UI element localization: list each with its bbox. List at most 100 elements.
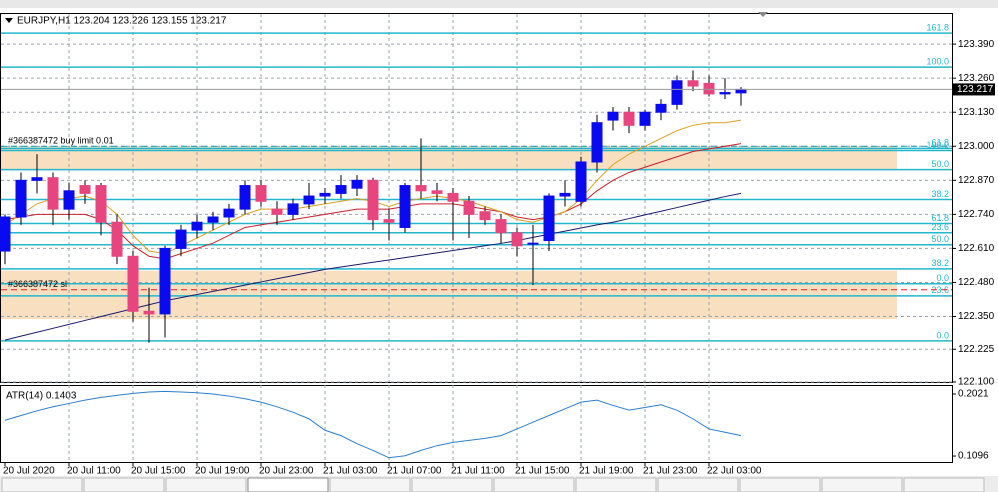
fib-label: 50.0 bbox=[931, 234, 949, 244]
y-tick-label: 122.225 bbox=[958, 344, 995, 355]
x-tick-label: 22 Jul 03:00 bbox=[707, 466, 762, 477]
tab[interactable] bbox=[903, 477, 985, 492]
current-price-label: 123.217 bbox=[957, 84, 994, 95]
tab[interactable] bbox=[821, 477, 903, 492]
candle-body bbox=[575, 161, 587, 202]
y-tick-label: 122.610 bbox=[958, 243, 995, 254]
candle-body bbox=[351, 179, 363, 189]
tab[interactable] bbox=[739, 477, 821, 492]
candle-body bbox=[31, 177, 43, 181]
tab[interactable] bbox=[657, 477, 739, 492]
x-tick-label: 20 Jul 11:00 bbox=[67, 466, 121, 477]
candle-body bbox=[367, 179, 379, 221]
candle-body bbox=[223, 208, 235, 218]
candle-body bbox=[15, 179, 27, 218]
tab[interactable] bbox=[1, 477, 83, 492]
fib-label: 161.8 bbox=[926, 22, 949, 32]
candle-body bbox=[127, 255, 139, 312]
y-tick-label: 122.740 bbox=[958, 209, 995, 220]
shift-marker bbox=[758, 12, 768, 17]
top-strip bbox=[0, 0, 998, 8]
candle-body bbox=[175, 229, 187, 249]
candle-body bbox=[495, 219, 507, 234]
candle-body bbox=[735, 88, 747, 94]
tab[interactable] bbox=[83, 477, 165, 492]
y-tick-label: 122.100 bbox=[958, 377, 995, 388]
candle-body bbox=[287, 203, 299, 215]
candle-body bbox=[319, 192, 331, 197]
candle-body bbox=[607, 111, 619, 121]
fib-label: 100.0 bbox=[926, 140, 949, 150]
fib-label: 61.8 bbox=[931, 213, 949, 223]
x-tick-label: 20 Jul 19:00 bbox=[195, 466, 250, 477]
candle-body bbox=[671, 80, 683, 105]
x-tick-label: 21 Jul 11:00 bbox=[451, 466, 505, 477]
tab-active[interactable] bbox=[247, 477, 329, 492]
y-tick-label: 0.2021 bbox=[958, 389, 989, 400]
x-tick-label: 20 Jul 2020 bbox=[3, 466, 55, 477]
candle-body bbox=[239, 185, 251, 210]
candle-body bbox=[687, 80, 699, 87]
candle-body bbox=[463, 200, 475, 215]
fib-label: 50.0 bbox=[931, 159, 949, 169]
candle-body bbox=[159, 247, 171, 315]
candle-body bbox=[47, 177, 59, 210]
fib-label: 0.0 bbox=[936, 273, 949, 283]
y-tick-label: 0.1096 bbox=[958, 451, 989, 462]
fib-label: 61.8 bbox=[931, 138, 949, 148]
candle-body bbox=[271, 208, 283, 215]
tab[interactable] bbox=[493, 477, 575, 492]
candle-body bbox=[479, 211, 491, 221]
atr-title: ATR(14) 0.1403 bbox=[6, 391, 77, 402]
tab[interactable] bbox=[411, 477, 493, 492]
atr-line bbox=[4, 390, 742, 459]
candle-body bbox=[399, 185, 411, 228]
candle-body bbox=[255, 185, 267, 202]
y-tick-label: 122.870 bbox=[958, 175, 995, 186]
zone bbox=[1, 146, 897, 170]
candle-body bbox=[623, 111, 635, 126]
candle-body bbox=[703, 82, 715, 95]
candle-body bbox=[719, 92, 731, 95]
y-tick-label: 123.390 bbox=[958, 39, 995, 50]
fib-label: 0.0 bbox=[936, 330, 949, 340]
fib-label: 38.2 bbox=[931, 189, 949, 199]
fib-label: 23.6 bbox=[931, 222, 949, 232]
candle-body bbox=[415, 185, 427, 192]
y-tick-label: 123.260 bbox=[958, 73, 995, 84]
candle-body bbox=[303, 195, 315, 205]
y-tick-label: 122.480 bbox=[958, 277, 995, 288]
candle-body bbox=[543, 195, 555, 242]
y-tick-label: 122.350 bbox=[958, 311, 995, 322]
candle-body bbox=[111, 221, 123, 257]
candle-body bbox=[0, 216, 11, 252]
candle-body bbox=[639, 111, 651, 126]
candle-body bbox=[335, 185, 347, 194]
order-label: #366387472 sl bbox=[8, 279, 67, 289]
candle-body bbox=[511, 232, 523, 247]
tab[interactable] bbox=[329, 477, 411, 492]
tab-bar bbox=[0, 476, 998, 492]
candle-body bbox=[447, 192, 459, 202]
x-tick-label: 21 Jul 23:00 bbox=[643, 466, 698, 477]
order-label: #366387472 buy limit 0.01 bbox=[8, 136, 114, 146]
candle-body bbox=[143, 310, 155, 315]
y-tick-label: 123.000 bbox=[958, 141, 995, 152]
candle-body bbox=[79, 185, 91, 194]
fib-label: 23.6 bbox=[931, 285, 949, 295]
tab[interactable] bbox=[575, 477, 657, 492]
x-tick-label: 21 Jul 07:00 bbox=[387, 466, 442, 477]
x-tick-label: 20 Jul 15:00 bbox=[131, 466, 186, 477]
candle-body bbox=[383, 219, 395, 223]
atr-frame bbox=[0, 385, 953, 463]
chart-title: EURJPY,H1 123.204 123.226 123.155 123.21… bbox=[17, 16, 227, 27]
x-tick-label: 21 Jul 03:00 bbox=[323, 466, 378, 477]
menu-arrow bbox=[5, 18, 13, 23]
x-tick-label: 21 Jul 19:00 bbox=[579, 466, 634, 477]
candle-body bbox=[95, 185, 107, 223]
candle-body bbox=[191, 221, 203, 231]
tab[interactable] bbox=[165, 477, 247, 492]
fib-label: 100.0 bbox=[926, 57, 949, 67]
